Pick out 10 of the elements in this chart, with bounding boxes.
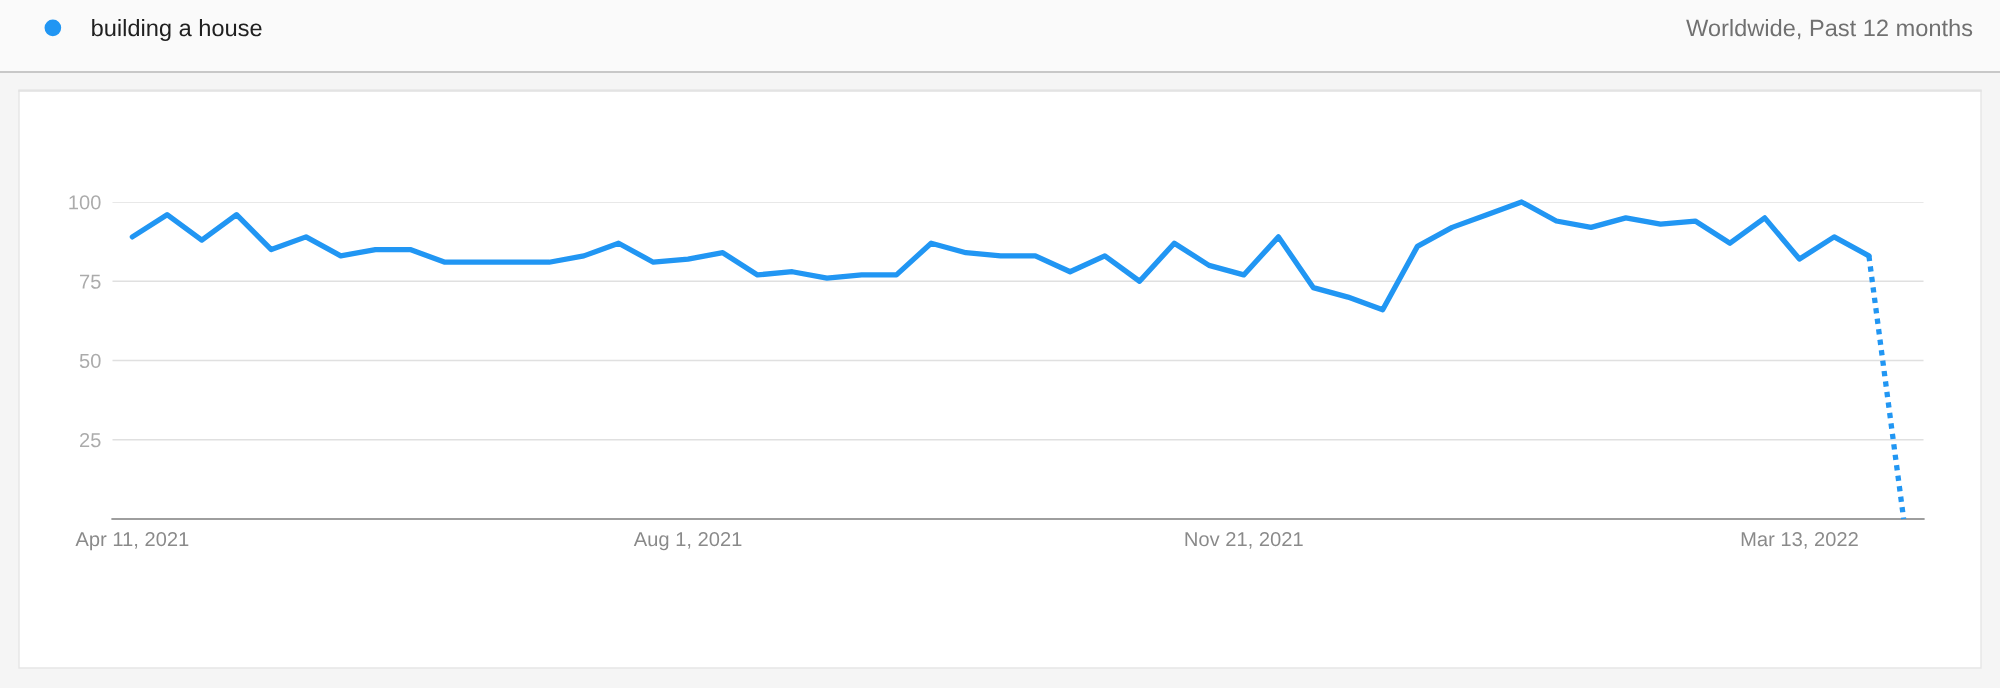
x-tick-label: Aug 1, 2021	[633, 532, 742, 551]
chart-subtitle: Worldwide, Past 12 months	[1686, 19, 1973, 40]
y-tick-label: 100	[69, 195, 101, 210]
legend-label: building a house	[92, 19, 262, 42]
y-tick-label: 25	[80, 432, 101, 448]
x-tick-label: Apr 11, 2021	[75, 532, 189, 551]
x-tick-label: Mar 13, 2022	[1741, 532, 1858, 549]
y-tick-label: 75	[80, 274, 101, 289]
x-tick-label: Nov 21, 2021	[1185, 532, 1303, 549]
y-tick-label: 50	[79, 353, 101, 368]
